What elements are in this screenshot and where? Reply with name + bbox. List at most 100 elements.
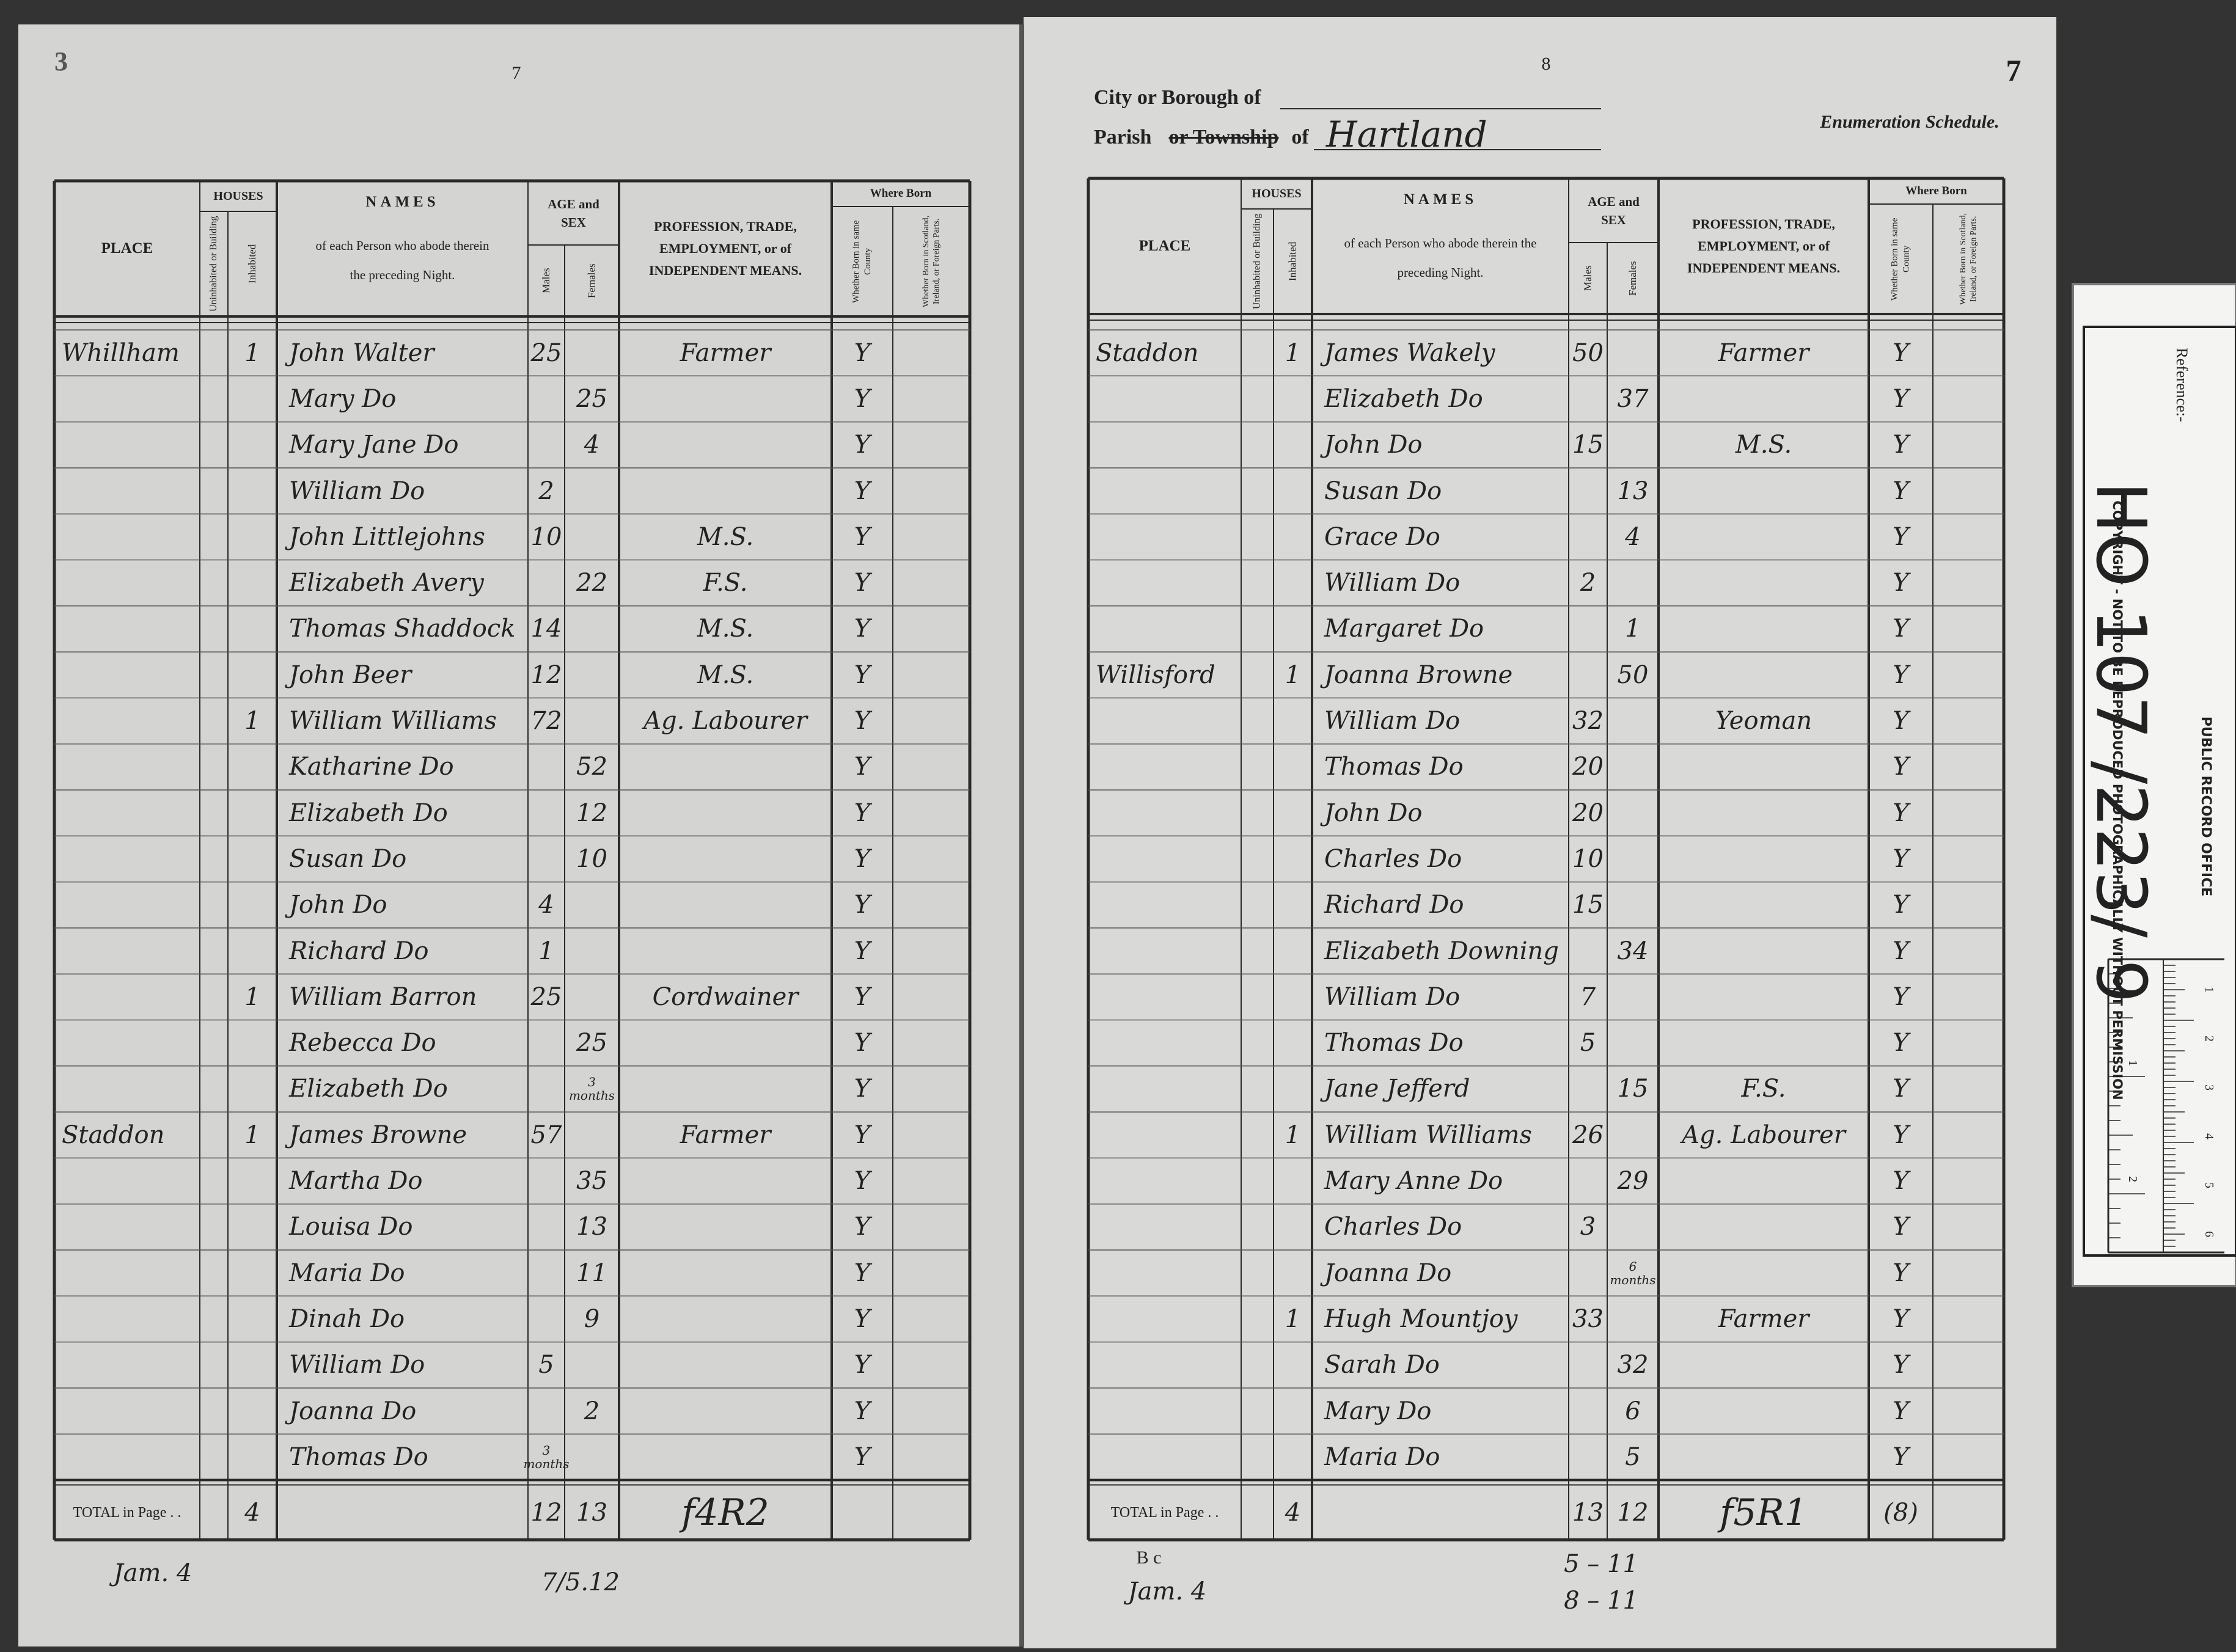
males: 26 xyxy=(1572,1120,1604,1149)
name: Rebecca Do xyxy=(289,1029,436,1058)
header-males: Males xyxy=(1582,265,1594,291)
females: 4 xyxy=(1625,522,1641,551)
total-note: f4R2 xyxy=(681,1491,769,1534)
total-label: TOTAL in Page . . xyxy=(1110,1504,1219,1521)
name: Thomas Shaddock xyxy=(289,615,516,643)
name: Mary Do xyxy=(1324,1397,1432,1425)
name: Margaret Do xyxy=(1324,615,1484,643)
males: 4 xyxy=(538,891,554,919)
header-foreign: Whether Born in Scotland, Ireland, or Fo… xyxy=(922,215,941,308)
females: 32 xyxy=(1617,1351,1649,1380)
females: 37 xyxy=(1617,384,1649,413)
name: Mary Jane Do xyxy=(289,431,459,459)
females: 13 xyxy=(576,1213,607,1241)
name: Maria Do xyxy=(289,1259,405,1287)
same-county: Y xyxy=(1893,937,1909,965)
same-county: Y xyxy=(854,1167,871,1196)
same-county: Y xyxy=(1893,1029,1909,1058)
header-where-born: Where Born xyxy=(870,187,932,200)
name: Martha Do xyxy=(289,1167,423,1196)
inhabited: 1 xyxy=(244,982,260,1011)
name: John Do xyxy=(1324,799,1423,827)
name: William Do xyxy=(1324,707,1461,736)
inhabited: 1 xyxy=(1285,1304,1301,1333)
reference-slip xyxy=(2072,283,2236,1287)
profession: M.S. xyxy=(697,660,754,689)
females: 52 xyxy=(576,753,607,781)
same-county: Y xyxy=(1893,707,1909,736)
same-county: Y xyxy=(1893,1397,1909,1425)
same-county: Y xyxy=(1893,1167,1909,1196)
females: 10 xyxy=(576,844,607,873)
name: William Williams xyxy=(289,707,497,736)
same-county: Y xyxy=(854,384,871,413)
inhabited: 1 xyxy=(1285,660,1301,689)
same-county: Y xyxy=(854,1120,871,1149)
same-county: Y xyxy=(1893,844,1909,873)
females: 34 xyxy=(1617,937,1649,965)
same-county: Y xyxy=(1893,1075,1909,1103)
parish-word: Parish xyxy=(1094,126,1152,148)
males: 2 xyxy=(1580,569,1596,598)
name: Louisa Do xyxy=(289,1213,413,1241)
females: 13 xyxy=(1617,477,1649,505)
total-inhabited: 4 xyxy=(244,1498,260,1527)
same-county: Y xyxy=(854,937,871,965)
footer-note: B c xyxy=(1136,1548,1162,1568)
inhabited: 1 xyxy=(244,1120,260,1149)
males: 12 xyxy=(530,660,562,689)
profession: M.S. xyxy=(697,615,754,643)
name: John Do xyxy=(1324,431,1423,459)
inhabited: 1 xyxy=(1285,1120,1301,1149)
city-label: City or Borough of xyxy=(1094,86,1261,109)
total-females: 13 xyxy=(576,1498,607,1527)
corner-number: 7 xyxy=(2006,53,2022,87)
total-males: 12 xyxy=(530,1498,562,1527)
name: Richard Do xyxy=(1324,891,1464,919)
name: Richard Do xyxy=(289,937,429,965)
same-county: Y xyxy=(1893,753,1909,781)
females: 29 xyxy=(1617,1167,1649,1196)
name: Joanna Do xyxy=(1324,1259,1452,1287)
total-females: 12 xyxy=(1617,1498,1649,1527)
footer-note: 8 – 11 xyxy=(1564,1587,1638,1615)
ruler-label: 1 xyxy=(2126,1060,2140,1066)
name: John Walter xyxy=(289,338,434,367)
header-names: NAMES xyxy=(365,193,439,210)
ruler-label: 2 xyxy=(2126,1176,2140,1182)
males: 33 xyxy=(1572,1304,1604,1333)
profession: Farmer xyxy=(1718,1304,1809,1333)
name: James Wakely xyxy=(1324,338,1495,367)
page-number: 7 xyxy=(511,63,521,83)
same-county: Y xyxy=(1893,1213,1909,1241)
same-county: Y xyxy=(1893,1442,1909,1471)
name: John Littlejohns xyxy=(289,522,485,551)
males: 1 xyxy=(538,937,554,965)
parish-name: Hartland xyxy=(1326,114,1487,155)
females: 4 xyxy=(584,431,600,459)
name: John Do xyxy=(289,891,387,919)
name: Hugh Mountjoy xyxy=(1324,1304,1518,1333)
females: 35 xyxy=(576,1167,607,1196)
females: 3 months xyxy=(568,1075,615,1103)
females: 6 xyxy=(1625,1397,1641,1425)
males: 5 xyxy=(538,1351,554,1380)
name: Charles Do xyxy=(1324,844,1462,873)
copyright-notice: COPYRIGHT - NOT TO BE REPRODUCED PHOTOGR… xyxy=(2110,500,2125,1100)
same-county: Y xyxy=(1893,615,1909,643)
males: 7 xyxy=(1580,982,1596,1011)
same-county: Y xyxy=(854,660,871,689)
males: 15 xyxy=(1572,891,1604,919)
header-where-born: Where Born xyxy=(1905,185,1967,197)
name: Joanna Browne xyxy=(1324,660,1513,689)
header-inhabited: Inhabited xyxy=(246,244,258,284)
name: Charles Do xyxy=(1324,1213,1462,1241)
profession: Yeoman xyxy=(1715,707,1813,736)
header-uninhabited: Uninhabited or Building xyxy=(208,216,219,312)
name: John Beer xyxy=(289,660,412,689)
profession: Farmer xyxy=(680,338,771,367)
page-number: 8 xyxy=(1541,54,1551,74)
profession: M.S. xyxy=(1735,431,1792,459)
of-word: of xyxy=(1291,126,1309,148)
